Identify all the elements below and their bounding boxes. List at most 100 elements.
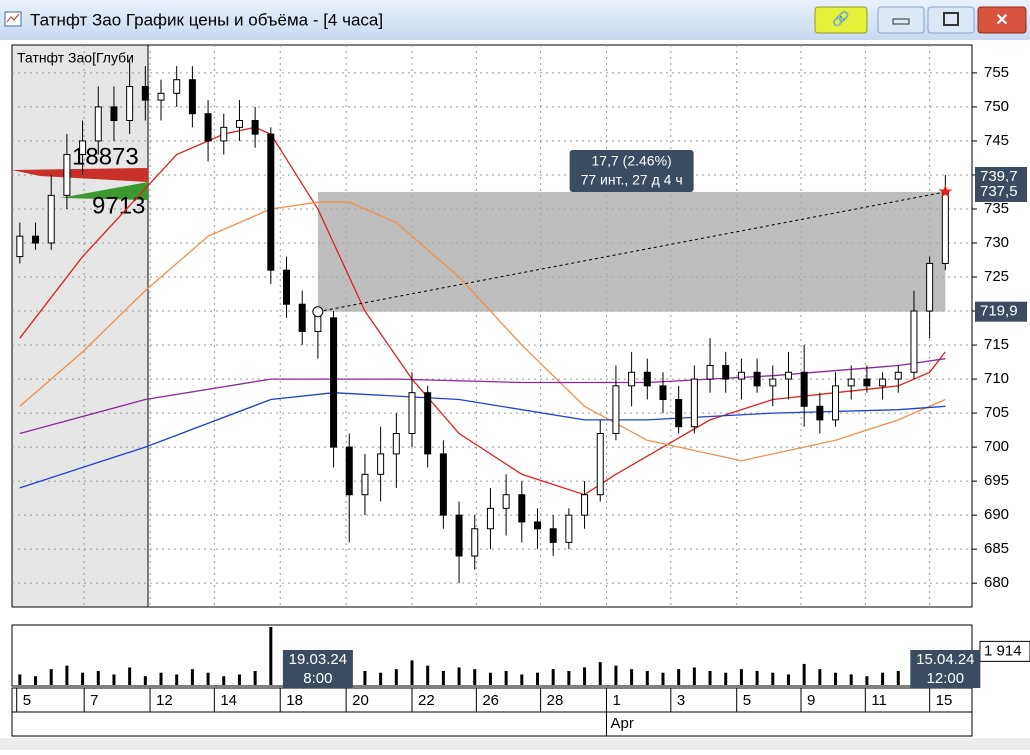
- volume-profile-green: [60, 182, 148, 200]
- volume-bar: [692, 667, 696, 685]
- candle: [784, 351, 792, 400]
- candle: [753, 358, 761, 393]
- candle: [565, 508, 573, 550]
- volume-bar: [755, 670, 759, 685]
- candle-body: [690, 378, 698, 428]
- cursor-date: 19.03.24: [289, 651, 347, 668]
- volume-bar: [175, 674, 179, 685]
- price-tag-label: 719,9: [980, 303, 1018, 320]
- volume-bar: [426, 665, 430, 685]
- y-tick-label: 690: [984, 506, 1009, 523]
- y-tick-label: 735: [984, 200, 1009, 217]
- indicator-line: [19, 201, 946, 462]
- volume-bar: [379, 672, 383, 685]
- volume-bar: [724, 672, 728, 685]
- candle: [847, 365, 855, 400]
- volume-bar: [457, 667, 461, 685]
- candle: [141, 66, 149, 121]
- x-tick-label: 7: [90, 692, 98, 709]
- maximize-button[interactable]: [927, 6, 975, 34]
- x-tick-label: 1: [613, 692, 621, 709]
- candle: [863, 365, 871, 393]
- candle: [706, 338, 714, 393]
- y-tick-label: 685: [984, 540, 1009, 557]
- candle: [392, 413, 400, 488]
- maximize-icon: [943, 12, 959, 26]
- history-shade: [12, 45, 148, 607]
- price-tag-label: 737,5: [980, 183, 1018, 200]
- y-tick-label: 745: [984, 132, 1009, 149]
- volume-bar: [786, 674, 790, 685]
- volume-bar: [237, 674, 241, 685]
- candle: [79, 120, 87, 175]
- window-icon-line: [6, 13, 20, 23]
- volume-bar: [206, 672, 210, 685]
- x-tick-label: 15: [936, 692, 953, 709]
- price-pane: [11, 44, 973, 608]
- volume-bar: [96, 670, 100, 685]
- volume-profile-red: [12, 168, 148, 182]
- measure-text: 77 инт., 27 д 4 ч: [581, 172, 683, 188]
- candle-body: [863, 378, 871, 387]
- x-tick-label: 22: [418, 692, 435, 709]
- candle-body: [486, 507, 494, 530]
- y-tick-label: 695: [984, 472, 1009, 489]
- volume-bar: [802, 663, 806, 685]
- close-button[interactable]: [977, 6, 1027, 34]
- instrument-label: Татнфт Зао[Глуби: [17, 50, 134, 66]
- cursor-date: 15.04.24: [916, 651, 974, 668]
- candle: [235, 100, 243, 141]
- candle: [675, 385, 683, 434]
- y-tick-label: 680: [984, 574, 1009, 591]
- candle-body: [173, 79, 181, 94]
- price-tag: [975, 181, 1027, 202]
- volume-bar: [865, 676, 869, 685]
- candle-body: [784, 371, 792, 380]
- volume-bar: [504, 670, 508, 685]
- profile-label: 9713: [92, 192, 145, 219]
- candle-body: [565, 514, 573, 543]
- candle: [424, 385, 432, 468]
- month-label: Apr: [611, 715, 634, 732]
- candle: [926, 256, 934, 339]
- candle: [110, 86, 118, 141]
- candle-body: [879, 378, 887, 387]
- candle: [769, 365, 777, 407]
- candle-body: [188, 79, 196, 115]
- volume-bar: [739, 669, 743, 685]
- candle-body: [502, 494, 510, 509]
- candle: [173, 66, 181, 107]
- link-button[interactable]: [814, 6, 868, 34]
- cursor-time: 12:00: [927, 670, 965, 687]
- scrollbar[interactable]: [0, 738, 1030, 750]
- volume-bar: [269, 627, 273, 685]
- volume-bar: [881, 672, 885, 685]
- candle-body: [141, 86, 149, 101]
- candle-body: [424, 392, 432, 455]
- candle-body: [910, 310, 918, 373]
- candle: [612, 365, 620, 441]
- candle: [800, 345, 808, 427]
- x-tick-label: 28: [547, 692, 564, 709]
- candle: [47, 174, 55, 250]
- candle: [659, 372, 667, 414]
- candle-body: [612, 385, 620, 435]
- candle: [879, 372, 887, 400]
- volume-bar: [598, 662, 602, 685]
- candle-body: [439, 453, 447, 516]
- candle: [832, 372, 840, 427]
- minimize-button[interactable]: [877, 6, 925, 34]
- candle: [581, 481, 589, 529]
- candle-body: [204, 113, 212, 142]
- volume-bar: [551, 669, 555, 685]
- volume-bar: [253, 670, 257, 685]
- volume-bar: [18, 674, 22, 685]
- volume-bar: [394, 669, 398, 685]
- x-tick-label: 20: [352, 692, 369, 709]
- volume-bar: [771, 672, 775, 685]
- volume-bar: [583, 667, 587, 685]
- candle-body: [47, 194, 55, 244]
- candle: [32, 222, 40, 250]
- x-tick-label: 12: [156, 692, 173, 709]
- volume-bar: [708, 670, 712, 685]
